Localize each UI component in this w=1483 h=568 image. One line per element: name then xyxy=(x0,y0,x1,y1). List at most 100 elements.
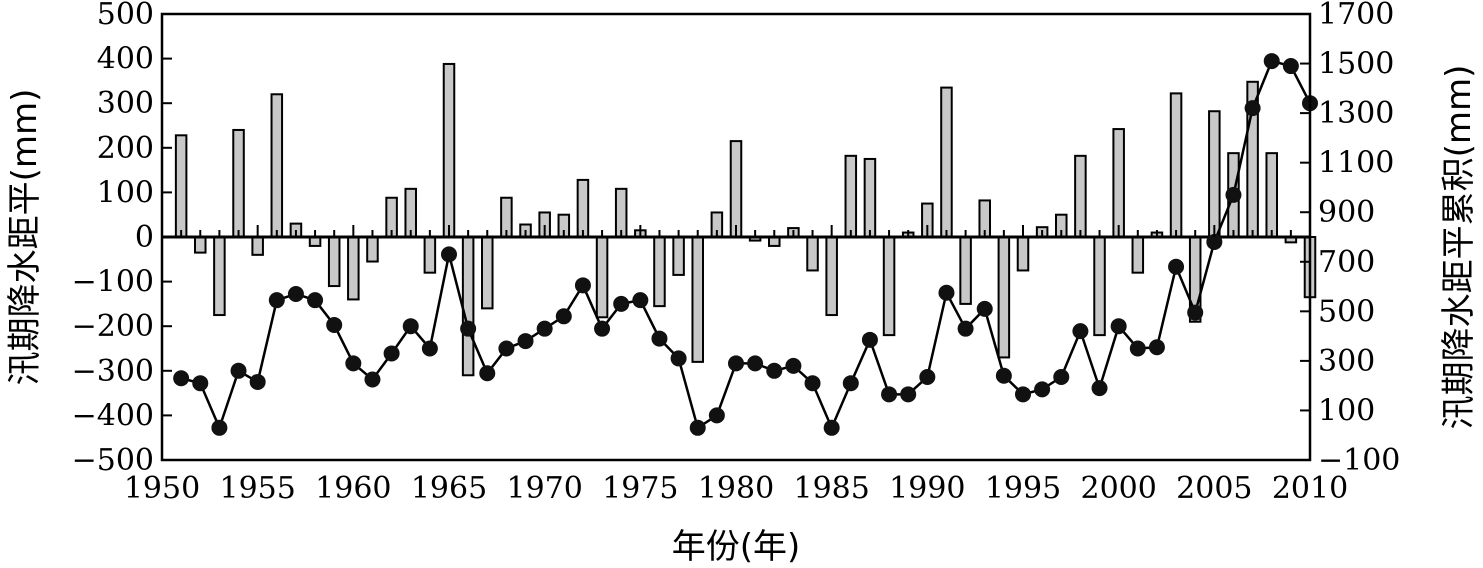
point-2004 xyxy=(1187,304,1204,321)
point-2008 xyxy=(1263,53,1280,70)
point-1963 xyxy=(402,318,419,335)
bar-2001 xyxy=(1131,236,1145,274)
bar-1965 xyxy=(442,62,456,239)
point-1998 xyxy=(1072,323,1089,340)
tick-marks xyxy=(161,13,1311,461)
bar-1991 xyxy=(940,86,953,238)
left-tick-label: −300 xyxy=(72,354,154,389)
point-1952 xyxy=(192,375,209,392)
point-2009 xyxy=(1282,58,1299,75)
point-1987 xyxy=(861,331,878,348)
point-1993 xyxy=(976,300,993,317)
point-1959 xyxy=(326,316,343,333)
bar-2005 xyxy=(1208,110,1221,238)
bar-1959 xyxy=(327,236,341,288)
point-1966 xyxy=(460,320,477,337)
point-1999 xyxy=(1091,380,1108,397)
point-1978 xyxy=(689,419,706,436)
right-tick-label: 700 xyxy=(1318,245,1375,280)
bar-1953 xyxy=(213,236,226,317)
point-1961 xyxy=(364,371,381,388)
bar-1984 xyxy=(806,236,819,272)
right-tick-label: 100 xyxy=(1318,393,1375,428)
bar-1967 xyxy=(481,236,494,310)
point-1965 xyxy=(441,246,457,263)
point-1977 xyxy=(670,350,687,367)
bar-1985 xyxy=(825,236,838,317)
bar-1995 xyxy=(1016,236,1030,272)
bar-1992 xyxy=(959,236,972,305)
x-tick-label: 1965 xyxy=(411,471,487,506)
x-tick-label: 1980 xyxy=(698,471,774,506)
point-1976 xyxy=(651,330,668,347)
point-1957 xyxy=(287,285,304,302)
point-1988 xyxy=(881,386,898,403)
bar-1974 xyxy=(614,187,628,238)
bar-2000 xyxy=(1112,128,1125,238)
point-1958 xyxy=(307,292,324,309)
point-1981 xyxy=(747,355,764,372)
right-tick-labels: −100 100 300 500 700 900 1100 1300 1500 1700 xyxy=(1318,0,1400,478)
bar-1955 xyxy=(251,236,264,256)
point-1991 xyxy=(938,284,955,301)
point-2005 xyxy=(1206,233,1223,250)
x-tick-label: 2005 xyxy=(1176,471,1252,506)
left-tick-label: 0 xyxy=(135,220,154,255)
x-tick-label: 1975 xyxy=(602,471,678,506)
point-1956 xyxy=(268,292,285,309)
point-2002 xyxy=(1148,339,1165,356)
left-tick-label: −100 xyxy=(72,265,154,300)
right-tick-label: 1700 xyxy=(1318,0,1394,32)
bar-1977 xyxy=(672,236,685,276)
point-1973 xyxy=(594,320,611,337)
bar-1963 xyxy=(404,187,417,238)
point-1995 xyxy=(1015,386,1031,403)
point-1990 xyxy=(919,368,936,385)
point-1984 xyxy=(804,375,821,392)
point-2003 xyxy=(1168,258,1185,275)
bar-1980 xyxy=(729,140,743,238)
point-1983 xyxy=(785,357,802,374)
bar-1960 xyxy=(347,236,360,301)
point-1985 xyxy=(823,419,840,436)
point-1960 xyxy=(345,355,362,372)
bar-1988 xyxy=(882,236,896,337)
bar-1954 xyxy=(232,128,245,239)
bar-2008 xyxy=(1265,152,1278,238)
point-1980 xyxy=(728,355,744,372)
right-tick-label: 1100 xyxy=(1318,146,1394,181)
point-1964 xyxy=(421,340,438,357)
point-1970 xyxy=(536,320,553,337)
x-axis-title: 年份(年) xyxy=(672,527,801,567)
bar-1951 xyxy=(174,134,188,238)
bar-1964 xyxy=(423,236,437,274)
point-1972 xyxy=(574,277,591,294)
left-tick-label: 400 xyxy=(97,42,154,77)
point-1975 xyxy=(632,292,649,309)
x-tick-label: 1995 xyxy=(985,471,1061,506)
right-axis-title: 汛期降水距平累积(mm) xyxy=(1439,65,1479,430)
point-1954 xyxy=(230,362,247,379)
bar-1994 xyxy=(997,236,1011,359)
point-1969 xyxy=(517,333,534,350)
bar-2003 xyxy=(1169,92,1183,238)
left-tick-label: 300 xyxy=(97,86,154,121)
point-1962 xyxy=(383,345,400,362)
bar-1973 xyxy=(595,236,609,319)
x-tick-label: 1990 xyxy=(889,471,965,506)
point-1989 xyxy=(900,386,917,403)
point-1951 xyxy=(173,370,190,387)
point-1992 xyxy=(957,320,974,337)
left-tick-label: 200 xyxy=(97,131,154,166)
bar-1976 xyxy=(653,236,666,308)
bar-1952 xyxy=(194,236,207,254)
anomaly-bars xyxy=(174,62,1317,377)
point-1986 xyxy=(842,375,859,392)
point-1953 xyxy=(211,419,228,436)
point-2007 xyxy=(1244,100,1261,117)
left-tick-labels: −500 −400 −300 −200 −100 0 100 200 300 400 500 xyxy=(72,0,154,478)
bar-1987 xyxy=(863,157,877,238)
point-1994 xyxy=(995,367,1012,384)
point-1971 xyxy=(555,308,572,325)
